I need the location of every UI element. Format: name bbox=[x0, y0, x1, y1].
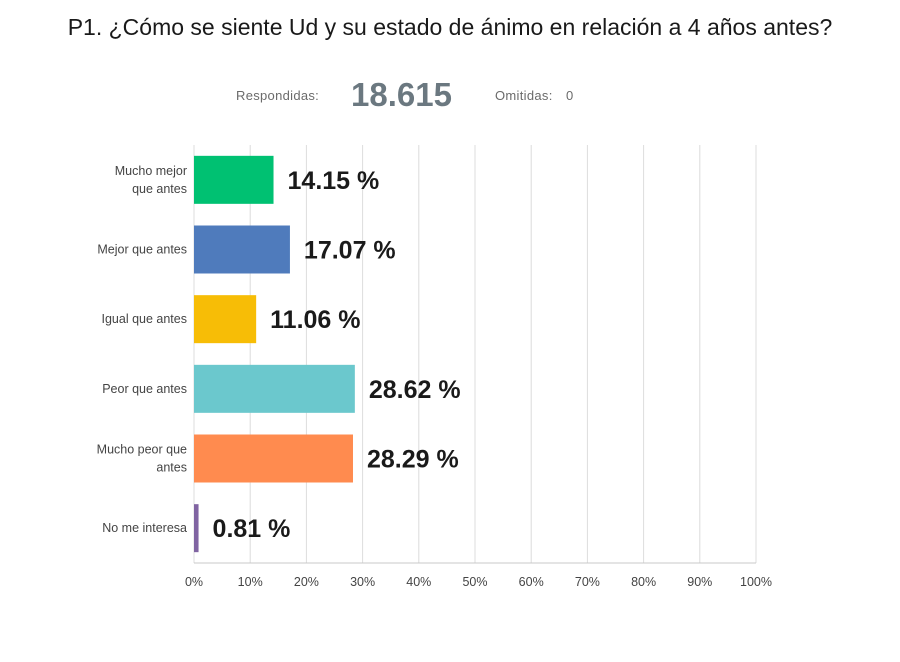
response-summary: Respondidas: 18.615 Omitidas: 0 bbox=[0, 76, 900, 113]
value-label: 11.06 % bbox=[270, 306, 360, 334]
x-tick-label: 40% bbox=[406, 575, 431, 589]
skipped-label: Omitidas: bbox=[495, 88, 553, 103]
value-label: 17.07 % bbox=[304, 237, 396, 265]
bar bbox=[194, 364, 355, 413]
category-label: Mucho peor que antes bbox=[97, 443, 187, 475]
category-label: Igual que antes bbox=[102, 312, 188, 326]
category-label-line: Peor que antes bbox=[102, 382, 187, 396]
bar bbox=[194, 504, 199, 553]
category-label-line: Mucho mejor bbox=[115, 164, 187, 178]
bar bbox=[194, 295, 257, 344]
category-label: Mejor que antes bbox=[97, 243, 187, 257]
category-label-line: No me interesa bbox=[102, 521, 187, 535]
bar bbox=[194, 434, 353, 483]
x-tick-label: 90% bbox=[687, 575, 712, 589]
value-label: 28.29 % bbox=[367, 446, 459, 474]
category-labels: Mucho mejor que antes Mejor que antes Igual… bbox=[97, 164, 187, 535]
value-label: 14.15 % bbox=[288, 167, 380, 195]
x-tick-label: 20% bbox=[294, 575, 319, 589]
gridlines bbox=[193, 145, 757, 564]
answered-count: 18.615 bbox=[351, 76, 452, 113]
value-labels: 14.15 % 17.07 % 11.06 % 28.62 % 28.29 % 0.81 … bbox=[213, 167, 461, 543]
category-label-line: antes bbox=[156, 461, 187, 475]
x-tick-label: 30% bbox=[350, 575, 375, 589]
x-tick-label: 60% bbox=[519, 575, 544, 589]
category-label-line: Mejor que antes bbox=[97, 243, 187, 257]
skipped-count: 0 bbox=[566, 88, 574, 103]
answered-label: Respondidas: bbox=[236, 88, 320, 103]
bar bbox=[194, 155, 274, 204]
x-tick-label: 100% bbox=[740, 575, 772, 589]
category-label-line: que antes bbox=[132, 182, 187, 196]
x-tick-label: 10% bbox=[238, 575, 263, 589]
x-tick-label: 70% bbox=[575, 575, 600, 589]
category-label-line: Igual que antes bbox=[102, 312, 188, 326]
value-label: 0.81 % bbox=[213, 515, 291, 543]
value-label: 28.62 % bbox=[369, 376, 461, 404]
category-label: No me interesa bbox=[102, 521, 187, 535]
bar bbox=[194, 225, 290, 274]
x-tick-label: 0% bbox=[185, 575, 203, 589]
x-tick-label: 80% bbox=[631, 575, 656, 589]
x-axis-ticks: 0% 10% 20% 30% 40% 50% 60% 70% 80% 90% 100% bbox=[185, 575, 772, 589]
category-label: Mucho mejor que antes bbox=[115, 164, 187, 196]
x-tick-label: 50% bbox=[462, 575, 487, 589]
chart-title: P1. ¿Cómo se siente Ud y su estado de án… bbox=[67, 14, 833, 40]
bars bbox=[194, 155, 355, 553]
category-label-line: Mucho peor que bbox=[97, 443, 187, 457]
category-label: Peor que antes bbox=[102, 382, 187, 396]
